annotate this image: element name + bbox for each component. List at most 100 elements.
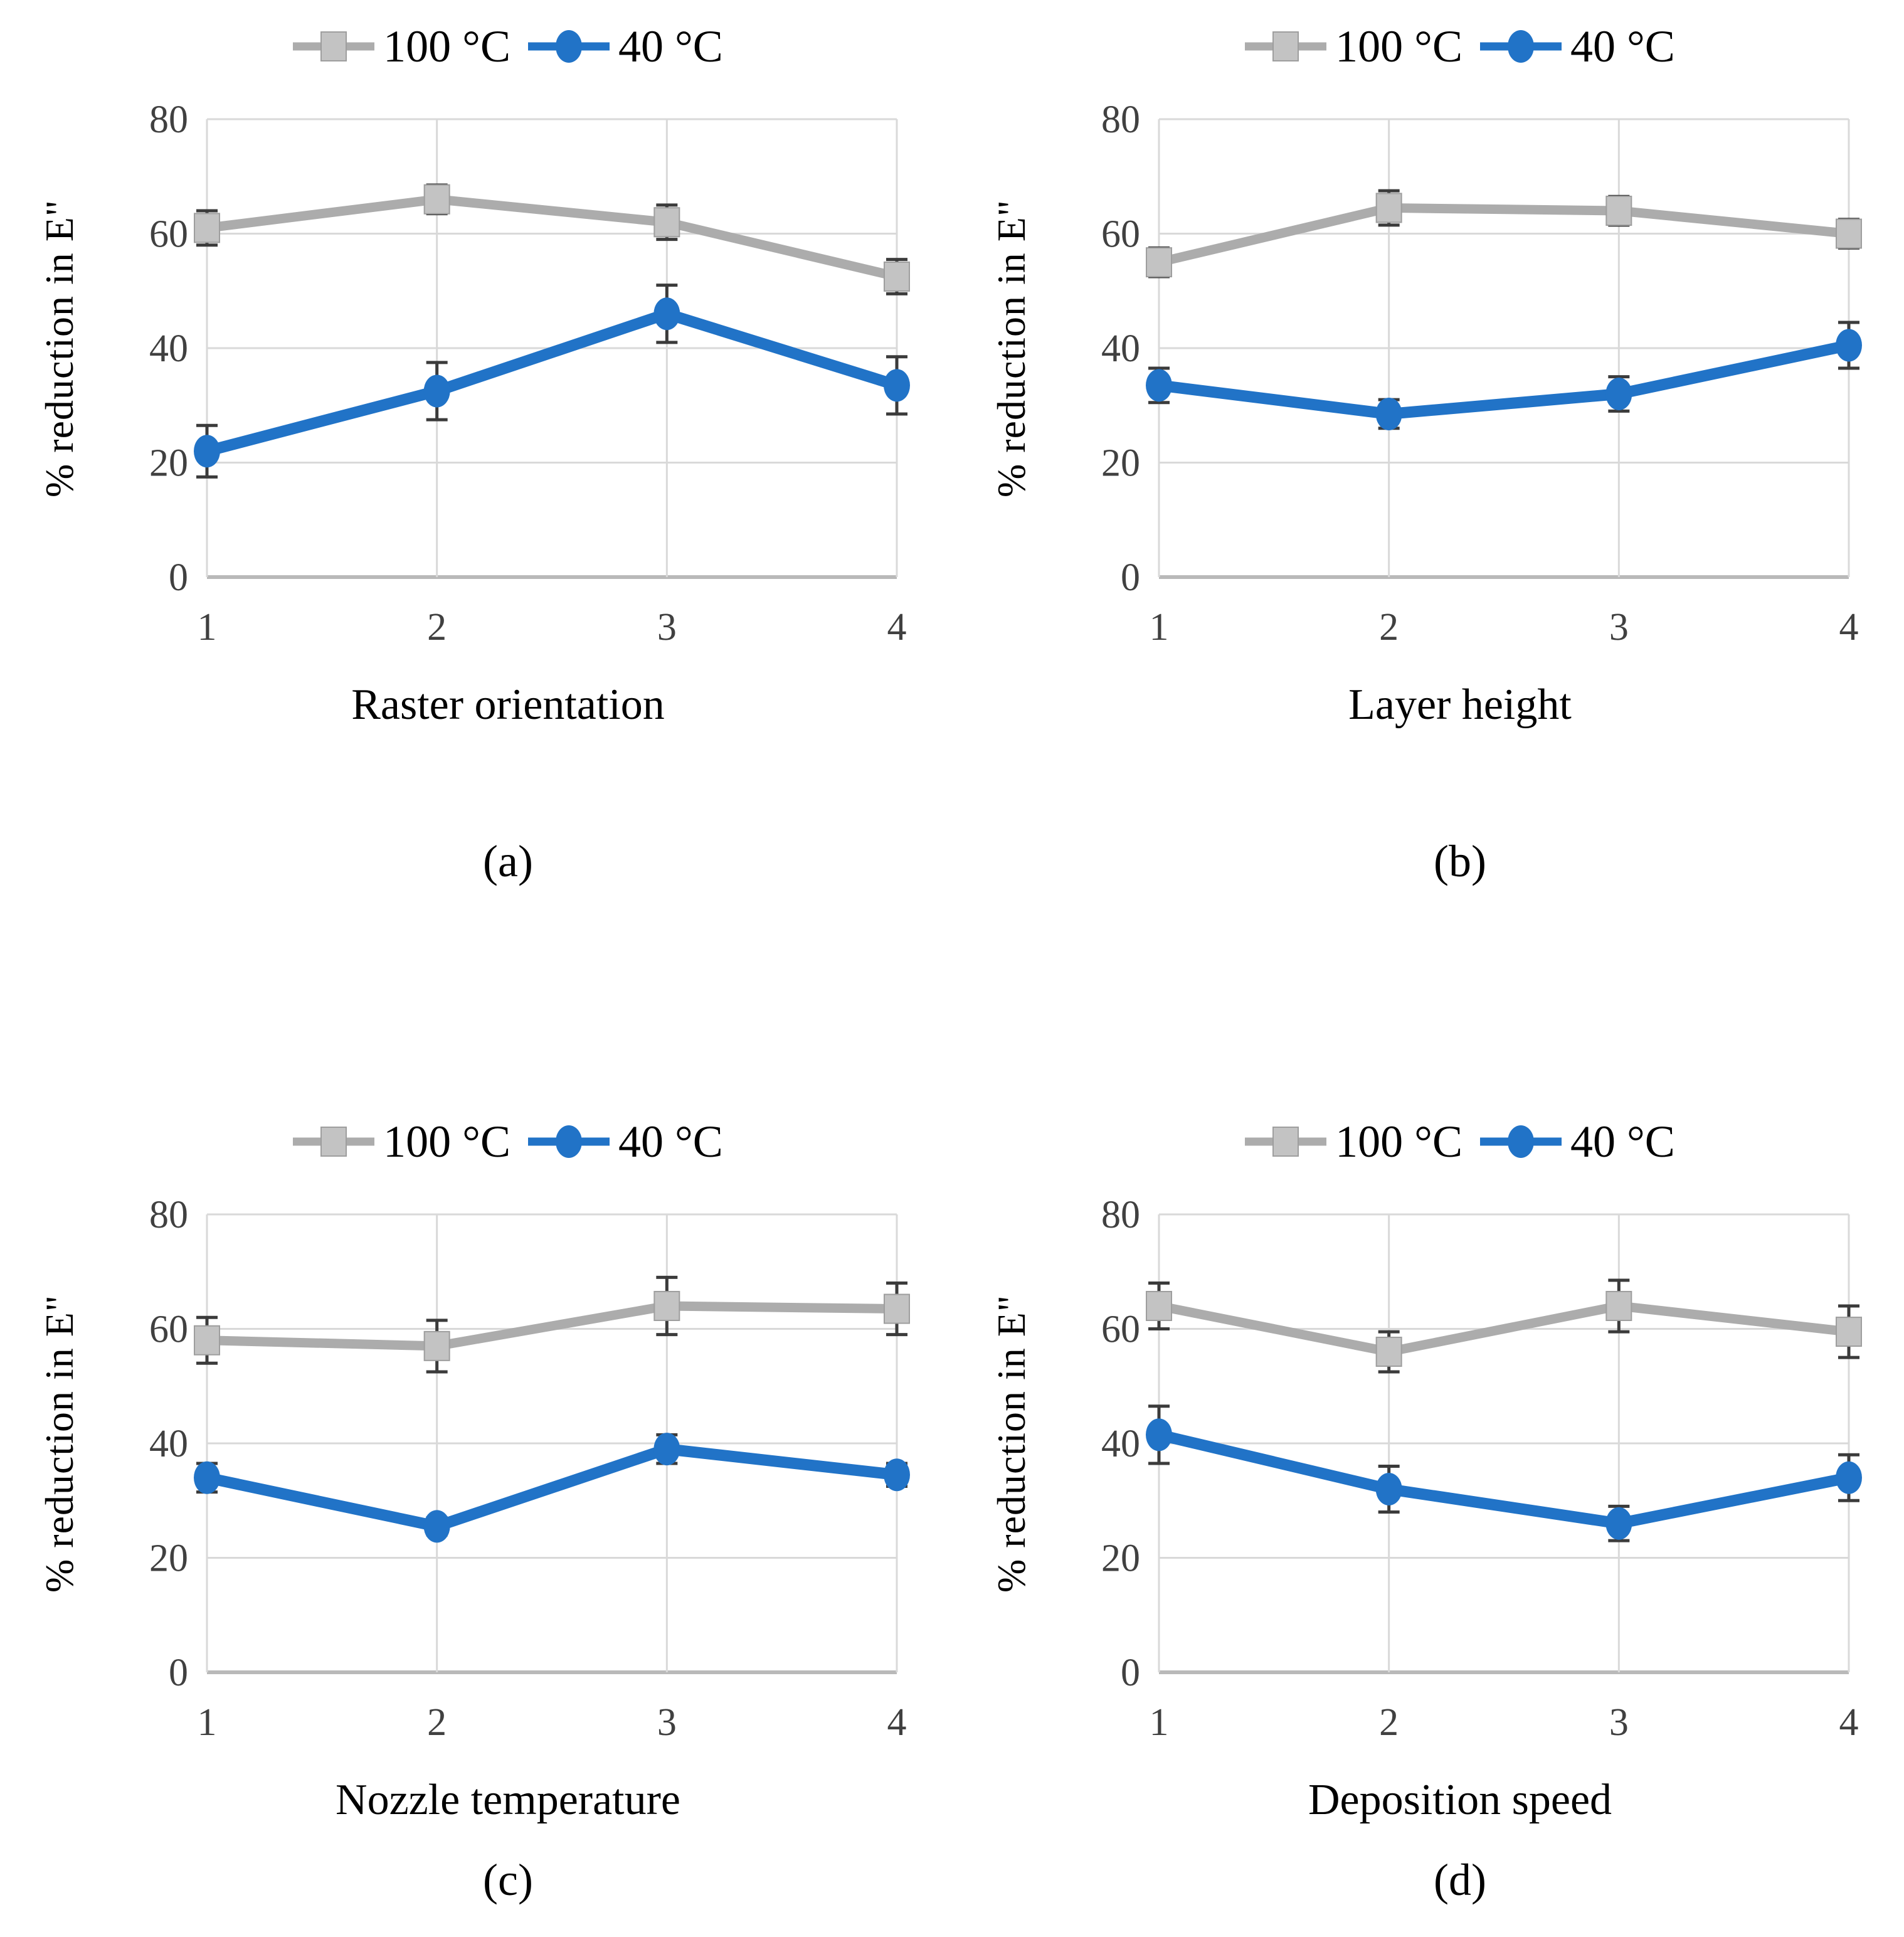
chart-area-a: % reduction in E" 0 20 40 60 80 1 2 3 4: [19, 100, 952, 671]
legend-marker-100c-icon: [1245, 31, 1327, 61]
data-point-marker: [1146, 1291, 1172, 1321]
data-point-marker: [884, 1293, 910, 1324]
data-point-marker: [1836, 1317, 1862, 1347]
data-point-marker: [1146, 1418, 1172, 1451]
legend-label-40c: 40 °C: [618, 1117, 723, 1167]
data-point-marker: [1605, 1507, 1632, 1540]
legend-item-40c: 40 °C: [528, 1117, 723, 1167]
data-point-marker: [1836, 329, 1862, 362]
panel-a: 100 °C 40 °C % reduction in E" 0 20 40 60 80…: [0, 0, 952, 1029]
data-point-marker: [194, 213, 220, 243]
panel-c: 100 °C 40 °C % reduction in E" 0 20 40 60 80…: [0, 1029, 952, 1937]
x-tick-label: 3: [1609, 606, 1629, 649]
series-line: [201, 308, 902, 457]
x-tick-label: 2: [427, 1701, 447, 1744]
series-line: [1154, 203, 1854, 267]
data-point-marker: [194, 435, 220, 468]
y-tick-label: 40: [1101, 327, 1140, 370]
legend-d: 100 °C 40 °C: [1052, 1117, 1868, 1167]
y-tick-label: 60: [149, 213, 188, 256]
legend-marker-40c-icon: [1480, 1125, 1562, 1158]
y-tick-label: 60: [149, 1308, 188, 1351]
legend-marker-100c-icon: [293, 31, 375, 61]
data-point-marker: [194, 1461, 220, 1494]
legend-c: 100 °C 40 °C: [100, 1117, 916, 1167]
x-tick-label: 1: [1150, 1701, 1169, 1744]
legend-item-100c: 100 °C: [1245, 21, 1462, 72]
y-axis-title: % reduction in E": [989, 1294, 1034, 1593]
y-tick-label: 40: [149, 1423, 188, 1465]
panel-d: 100 °C 40 °C % reduction in E" 0 20 40 60 80…: [952, 1029, 1904, 1937]
legend-label-40c: 40 °C: [618, 21, 723, 72]
chart-area-c: % reduction in E" 0 20 40 60 80 1 2 3 4: [19, 1196, 952, 1766]
series-line: [202, 194, 902, 282]
data-point-marker: [423, 374, 450, 408]
legend-item-40c: 40 °C: [1480, 21, 1675, 72]
series: [1146, 1278, 1862, 1374]
panel-caption-d: (d): [1434, 1855, 1486, 1905]
series-line: [201, 1443, 902, 1532]
legend-item-40c: 40 °C: [528, 21, 723, 72]
y-tick-label: 20: [149, 442, 188, 485]
data-point-marker: [1272, 1127, 1299, 1157]
series: [1146, 189, 1862, 279]
figure-row-bottom: 100 °C 40 °C % reduction in E" 0 20 40 60 80…: [0, 1029, 1904, 1937]
y-tick-label: 20: [1101, 442, 1140, 485]
series-line: [1153, 339, 1854, 420]
x-tick-label: 2: [427, 606, 447, 649]
data-point-marker: [653, 1433, 680, 1466]
plot-c: 0 20 40 60 80 1 2 3 4: [100, 1196, 916, 1766]
x-tick-label: 3: [657, 606, 677, 649]
y-axis-title: % reduction in E": [37, 1294, 82, 1593]
y-axis-title: % reduction in E": [37, 199, 82, 497]
panel-caption-b: (b): [1434, 836, 1486, 886]
data-point-marker: [1605, 196, 1632, 226]
legend-label-100c: 100 °C: [383, 1117, 510, 1167]
legend-marker-40c-icon: [528, 1125, 610, 1158]
chart-area-d: % reduction in E" 0 20 40 60 80 1 2 3 4: [971, 1196, 1904, 1766]
series: [1146, 321, 1862, 430]
plot-b: 0 20 40 60 80 1 2 3 4: [1052, 100, 1868, 671]
data-point-marker: [423, 1330, 450, 1361]
series-line: [1154, 1301, 1854, 1357]
legend-item-100c: 100 °C: [293, 1117, 510, 1167]
data-point-marker: [653, 297, 680, 331]
series-line: [1153, 1429, 1854, 1529]
data-point-marker: [423, 184, 450, 215]
y-tick-label: 0: [1121, 1652, 1140, 1694]
y-tick-label: 20: [1101, 1537, 1140, 1580]
data-point-marker: [1605, 378, 1632, 410]
plot-d: 0 20 40 60 80 1 2 3 4: [1052, 1196, 1868, 1766]
legend-label-100c: 100 °C: [1335, 21, 1462, 72]
y-axis-title-box: % reduction in E": [971, 100, 1052, 596]
data-point-marker: [1375, 1473, 1402, 1505]
y-tick-label: 0: [169, 1652, 188, 1694]
x-tick-label: 4: [1839, 606, 1859, 649]
x-tick-label: 3: [657, 1701, 677, 1744]
legend-marker-40c-icon: [1480, 30, 1562, 63]
data-point-marker: [1146, 369, 1172, 402]
x-tick-label: 4: [887, 606, 907, 649]
x-tick-label: 4: [1839, 1701, 1859, 1744]
data-point-marker: [653, 1291, 680, 1321]
x-tick-label: 4: [887, 1701, 907, 1744]
data-point-marker: [1375, 1337, 1402, 1367]
chart-area-b: % reduction in E" 0 20 40 60 80 1 2 3 4: [971, 100, 1904, 671]
y-tick-label: 80: [1101, 1196, 1140, 1236]
data-point-marker: [320, 31, 347, 61]
data-point-marker: [884, 1458, 910, 1492]
y-axis-title: % reduction in E": [989, 199, 1034, 497]
legend-label-40c: 40 °C: [1570, 1117, 1675, 1167]
data-point-marker: [1146, 247, 1172, 278]
x-tick-label: 3: [1609, 1701, 1629, 1744]
y-tick-label: 40: [149, 327, 188, 370]
legend-item-100c: 100 °C: [293, 21, 510, 72]
x-axis-title: Nozzle temperature: [336, 1776, 680, 1824]
panel-caption-c: (c): [483, 1855, 533, 1905]
data-point-marker: [556, 30, 582, 63]
data-point-marker: [1375, 397, 1402, 430]
x-tick-label: 1: [1150, 606, 1169, 649]
x-tick-label: 2: [1379, 1701, 1399, 1744]
series-line: [202, 1301, 902, 1351]
